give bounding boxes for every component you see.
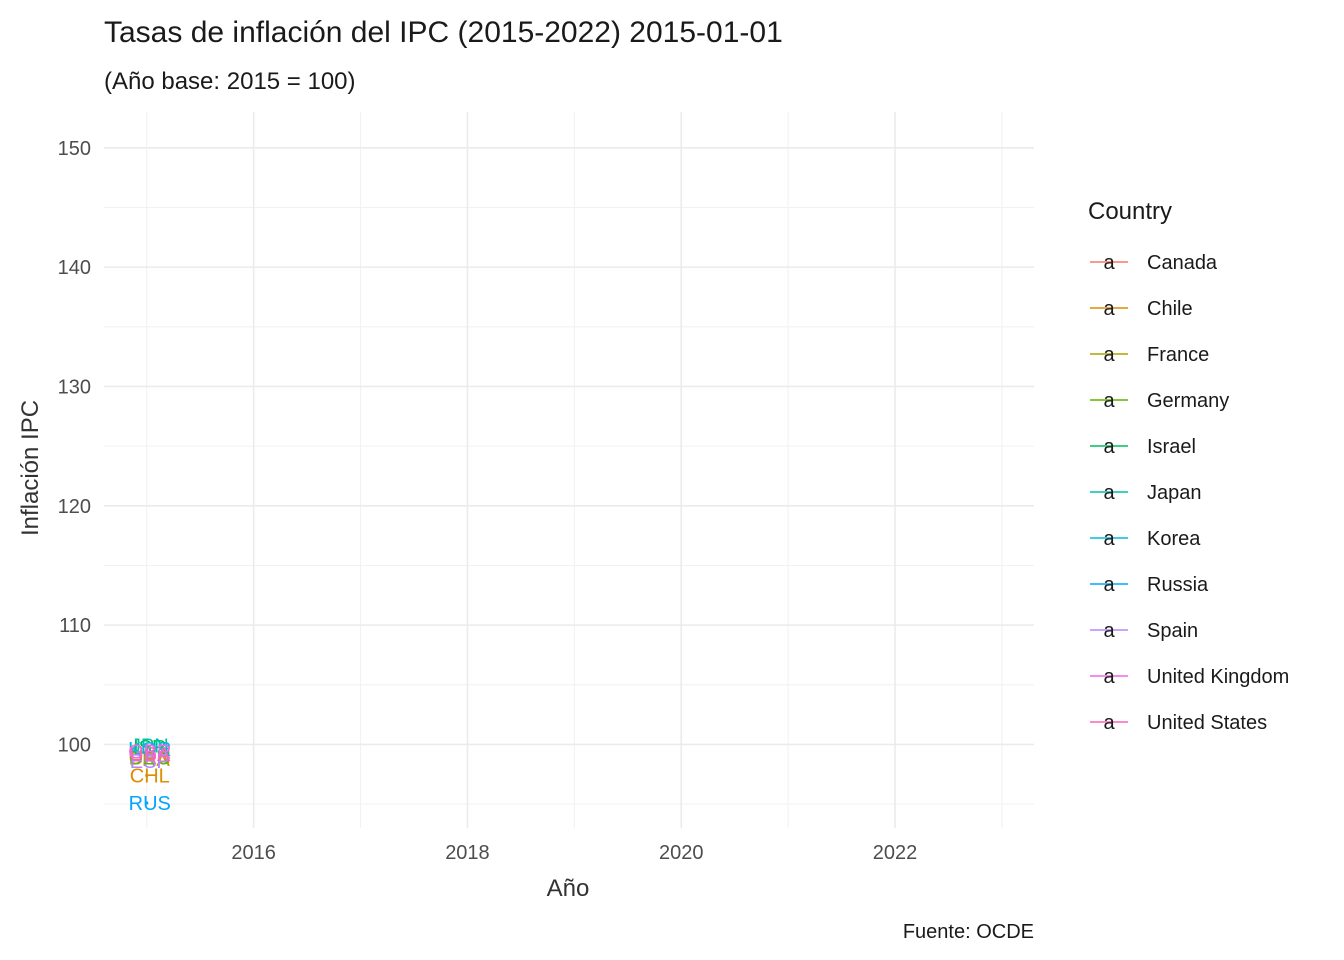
data-point <box>145 801 149 805</box>
y-tick-label: 110 <box>59 615 91 637</box>
legend-items: a Canada a Chile a France a Germany a Israel a Japa… <box>1090 252 1289 734</box>
legend-label: United States <box>1147 712 1267 734</box>
legend-title: Country <box>1088 198 1172 225</box>
legend-key-glyph: a <box>1103 344 1115 366</box>
data-label: USA <box>129 744 171 766</box>
data-label: GBR <box>128 742 171 764</box>
data-label: ISR <box>133 737 166 759</box>
data-label: DEU <box>129 748 171 770</box>
y-axis-title: Inflación IPC <box>17 400 44 536</box>
chart-caption: Fuente: OCDE <box>903 921 1034 943</box>
legend-label: France <box>1147 344 1209 366</box>
data-point <box>145 773 149 778</box>
x-axis-ticks: 2016 2018 2020 2022 <box>231 842 917 864</box>
legend: Country a Canada a Chile a France a Germany a Isr… <box>1088 198 1289 734</box>
legend-label: Israel <box>1147 436 1196 458</box>
data-label: FRA <box>130 749 171 771</box>
legend-key-glyph: a <box>1103 574 1115 596</box>
y-tick-label: 150 <box>58 138 91 160</box>
legend-label: Spain <box>1147 620 1198 642</box>
data-label: CHL <box>130 765 170 787</box>
legend-key-glyph: a <box>1103 482 1115 504</box>
x-tick-label: 2022 <box>873 842 918 864</box>
legend-label: Korea <box>1147 528 1201 550</box>
major-gridlines <box>104 112 1034 828</box>
legend-label: United Kingdom <box>1147 666 1289 688</box>
data-point <box>145 752 149 756</box>
legend-label: Chile <box>1147 298 1193 320</box>
legend-key-glyph: a <box>1103 528 1115 550</box>
legend-key-glyph: a <box>1103 390 1115 412</box>
legend-key-glyph: a <box>1103 298 1115 320</box>
data-point <box>145 750 149 754</box>
y-tick-label: 120 <box>58 496 91 518</box>
y-tick-label: 100 <box>58 734 91 756</box>
legend-key-glyph: a <box>1103 252 1115 274</box>
legend-key-glyph: a <box>1103 712 1115 734</box>
data-point <box>145 759 149 763</box>
x-tick-label: 2018 <box>445 842 490 864</box>
legend-key-glyph: a <box>1103 666 1115 688</box>
legend-label: Russia <box>1147 574 1209 596</box>
data-label: RUS <box>129 793 171 815</box>
chart-title: Tasas de inflación del IPC (2015-2022) 2… <box>104 16 783 49</box>
data-label: KOR <box>128 739 171 761</box>
legend-label: Canada <box>1147 252 1218 274</box>
legend-label: Germany <box>1147 390 1229 412</box>
data-point <box>145 744 149 748</box>
x-tick-label: 2020 <box>659 842 704 864</box>
data-label: CAN <box>129 748 171 770</box>
y-axis-ticks: 100 110 120 130 140 150 <box>58 138 91 757</box>
data-point <box>145 747 149 751</box>
legend-label: Japan <box>1147 482 1202 504</box>
x-tick-label: 2016 <box>231 842 276 864</box>
data-point <box>145 755 149 760</box>
data-label: JPN <box>131 736 169 758</box>
y-tick-label: 140 <box>58 257 91 279</box>
y-tick-label: 130 <box>58 376 91 398</box>
chart-subtitle: (Año base: 2015 = 100) <box>104 68 356 95</box>
minor-gridlines <box>104 112 1034 828</box>
legend-key-glyph: a <box>1103 620 1115 642</box>
x-axis-title: Año <box>547 875 590 902</box>
data-label: ESP <box>130 751 170 773</box>
legend-key-glyph: a <box>1103 436 1115 458</box>
